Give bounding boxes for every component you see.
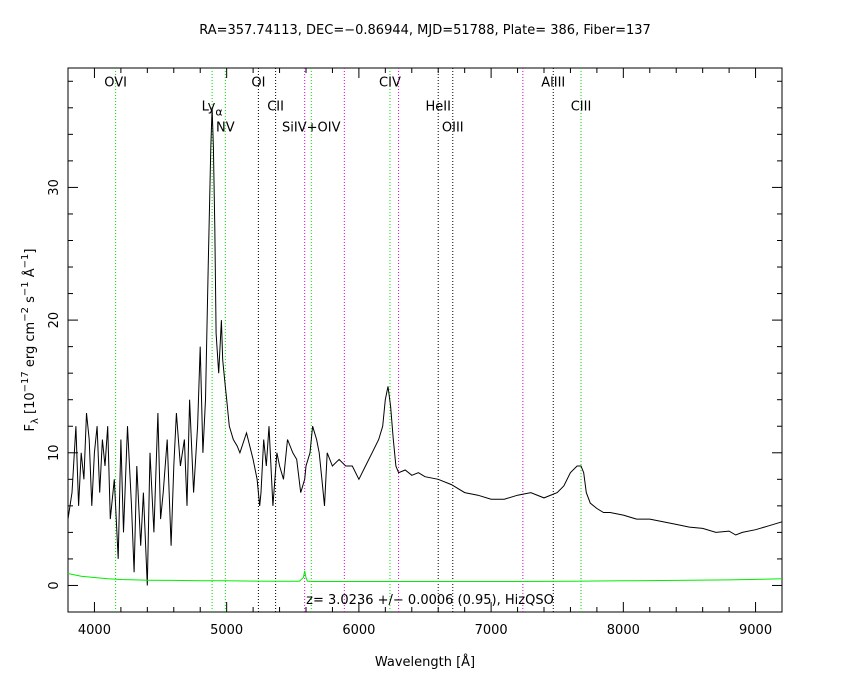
emission-line-label: CIV (379, 76, 401, 91)
y-tick-label: 10 (47, 445, 62, 462)
y-label-exp2: −2 (20, 307, 31, 322)
x-tick-label: 5000 (210, 623, 243, 638)
emission-line-label-text: CIII (571, 99, 592, 114)
emission-line-label-text: OI (251, 76, 265, 91)
emission-line-label: SiIV+OIV (282, 121, 341, 136)
emission-line-label: CII (267, 99, 284, 114)
emission-line-label-text: HeII (425, 99, 450, 114)
y-label-mid: erg cm (23, 322, 38, 371)
y-label-exp1: −17 (20, 371, 31, 392)
flux-series-line (67, 107, 783, 586)
emission-line-label-text: AlIII (541, 76, 565, 91)
y-tick-label: 0 (47, 581, 62, 589)
x-axis-ticks: 4000 5000 6000 7000 8000 9000 (67, 68, 783, 638)
redshift-annotation: z= 3.0236 +/− 0.0006 (0.95), HizQSO (306, 593, 554, 608)
emission-line-label-text: SiIV+OIV (282, 121, 341, 136)
emission-line-label: OIII (442, 121, 464, 136)
y-tick-label: 20 (47, 312, 62, 329)
emission-line-label-text: NV (216, 121, 235, 136)
y-label-exp3: −1 (20, 281, 31, 296)
emission-line-label-text: OIII (442, 121, 464, 136)
emission-line-label-text: Ly (202, 99, 216, 114)
x-tick-label: 7000 (475, 623, 508, 638)
chart-title: RA=357.74113, DEC=−0.86944, MJD=51788, P… (199, 23, 651, 38)
x-tick-label: 8000 (607, 623, 640, 638)
y-label-exp4: −1 (20, 254, 31, 269)
emission-line-label-text: OVI (104, 76, 127, 91)
y-label-open: [10 (23, 392, 38, 418)
emission-line-label-text: CII (267, 99, 284, 114)
emission-line-label: OI (251, 76, 265, 91)
emission-line-label-sub: α (215, 105, 222, 118)
y-axis-label: Fλ [10−17 erg cm−2 s−1 Å−1] (20, 249, 41, 432)
x-tick-label: 6000 (342, 623, 375, 638)
y-label-close: ] (23, 249, 38, 254)
plot-frame (67, 67, 783, 613)
x-tick-label: 9000 (739, 623, 772, 638)
x-axis-label: Wavelength [Å] (375, 654, 475, 670)
y-axis-ticks: 0 10 20 30 (47, 80, 782, 613)
x-tick-label: 4000 (78, 623, 111, 638)
emission-line-label: AlIII (541, 76, 565, 91)
y-tick-label: 30 (47, 179, 62, 196)
emission-line-label: CIII (571, 99, 592, 114)
emission-line-label: OVI (104, 76, 127, 91)
y-label-f-sub: λ (30, 418, 41, 424)
emission-line-label-text: CIV (379, 76, 401, 91)
y-label-f: F (23, 424, 38, 431)
emission-line-label: HeII (425, 99, 450, 114)
error-series-line (67, 570, 783, 582)
series-layer (67, 107, 783, 586)
y-label-ang: Å (22, 268, 38, 281)
emission-line-label: NV (216, 121, 235, 136)
y-label-s: s (23, 296, 38, 307)
